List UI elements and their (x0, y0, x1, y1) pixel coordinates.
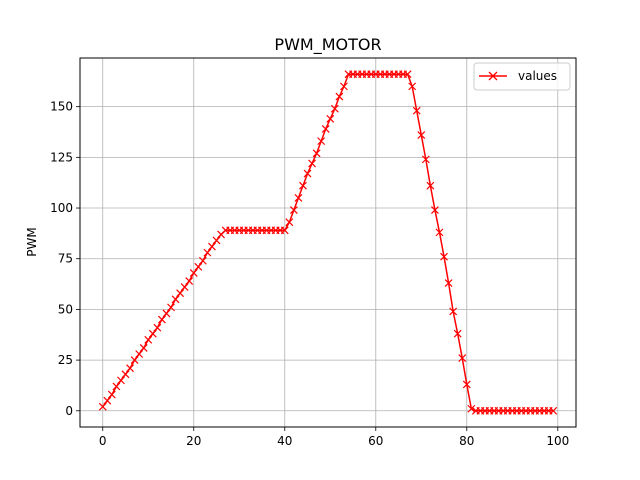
data-point-marker (212, 236, 221, 245)
y-tick-label: 75 (58, 252, 73, 266)
data-point-marker (203, 248, 212, 257)
data-point-marker (340, 82, 348, 91)
data-point-marker (180, 283, 189, 292)
data-point-marker (417, 131, 426, 139)
y-axis-ticks: 0 25 50 75 100 125 150 (50, 100, 80, 418)
data-point-marker (435, 228, 444, 237)
data-point-marker (412, 106, 421, 115)
data-point-marker (280, 226, 289, 235)
data-point-marker (167, 303, 175, 312)
data-point-marker (326, 114, 335, 123)
data-point-marker (153, 323, 162, 332)
legend-box (473, 62, 571, 91)
data-point-marker (431, 206, 439, 214)
legend: values (473, 62, 571, 91)
data-point-marker (467, 404, 476, 413)
plot-frame (79, 57, 577, 428)
y-tick-label: 125 (50, 150, 73, 164)
data-point-marker (312, 149, 321, 158)
data-point-marker (335, 92, 344, 101)
data-point-marker (403, 70, 412, 79)
data-point-marker (208, 242, 216, 251)
data-point-marker (171, 295, 180, 304)
data-point-marker (317, 137, 326, 146)
data-point-marker (157, 315, 166, 324)
data-point-marker (458, 354, 467, 362)
data-point-marker (117, 376, 125, 385)
data-point-marker (549, 406, 558, 415)
data-point-marker (453, 329, 462, 338)
x-tick-label: 40 (277, 434, 292, 448)
data-point-marker (144, 335, 153, 344)
series-layer (98, 70, 558, 415)
x-tick-label: 0 (99, 434, 107, 448)
data-point-marker (289, 206, 298, 214)
data-point-marker (103, 396, 112, 405)
data-point-marker (330, 104, 339, 113)
x-axis-ticks: 0 20 40 60 80 100 (99, 427, 569, 448)
data-point-marker (408, 82, 417, 91)
x-tick-label: 100 (546, 434, 569, 448)
data-point-marker (303, 169, 312, 178)
data-point-marker (176, 289, 185, 298)
data-point-marker (421, 155, 430, 164)
x-tick-label: 80 (459, 434, 474, 448)
y-tick-label: 0 (65, 404, 73, 418)
y-tick-label: 50 (58, 302, 73, 316)
y-tick-label: 150 (50, 100, 73, 114)
data-point-marker (462, 380, 471, 389)
data-point-marker (321, 125, 330, 133)
grid (80, 58, 576, 427)
x-tick-label: 20 (186, 434, 201, 448)
data-point-marker (449, 307, 458, 316)
chart-title: PWM_MOTOR (274, 35, 381, 55)
y-tick-label: 100 (50, 201, 73, 215)
data-point-marker (130, 356, 139, 365)
data-point-marker (112, 382, 121, 391)
data-point-marker (308, 159, 316, 168)
data-point-marker (126, 364, 134, 373)
data-point-marker (294, 193, 303, 202)
data-point-marker (194, 262, 203, 271)
data-point-marker (198, 256, 207, 265)
data-point-marker (135, 350, 144, 358)
y-axis-label: PWM (25, 227, 39, 256)
data-point-marker (121, 370, 130, 379)
data-point-marker (189, 268, 198, 277)
data-point-marker (299, 181, 307, 190)
data-point-marker (444, 279, 453, 287)
legend-label: values (518, 69, 557, 83)
data-point-marker (107, 390, 116, 399)
data-point-marker (426, 181, 435, 190)
legend-marker-icon (488, 71, 498, 81)
x-tick-label: 60 (368, 434, 383, 448)
data-point-marker (98, 402, 107, 411)
data-point-marker (285, 218, 294, 227)
data-point-marker (440, 252, 448, 261)
data-point-marker (139, 344, 148, 352)
data-point-marker (185, 277, 194, 285)
data-point-marker (148, 329, 157, 338)
data-point-marker (162, 309, 171, 318)
y-tick-label: 25 (58, 353, 73, 367)
